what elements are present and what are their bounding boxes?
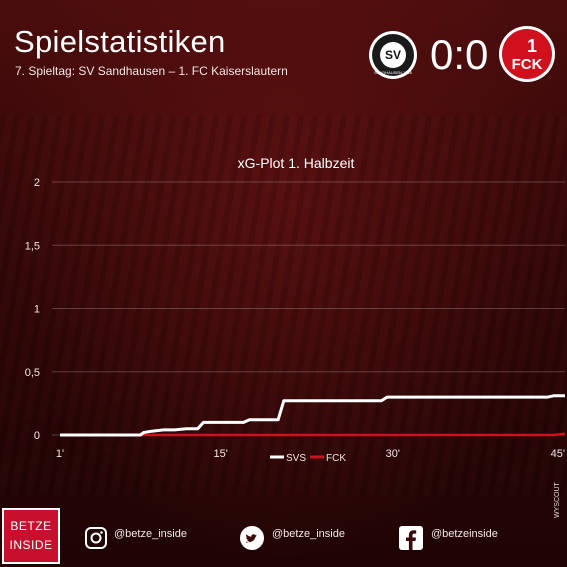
chart-legend: SVS FCK xyxy=(270,453,346,464)
fck-logo-digit: 1 xyxy=(527,36,537,56)
x-tick-labels: 1' 15' 30' 45' xyxy=(56,448,565,460)
y-tick-label: 1,5 xyxy=(25,240,40,252)
xg-chart: xG-Plot 1. Halbzeit 0 0,5 1 1,5 2 1' 15' 30' 45… xyxy=(25,155,566,464)
series-line-fck xyxy=(60,432,566,437)
page-title: Spielstatistiken xyxy=(14,24,226,59)
facebook-icon[interactable] xyxy=(399,526,423,550)
chart-series xyxy=(60,394,566,437)
twitter-icon[interactable] xyxy=(240,526,264,550)
twitter-handle[interactable]: @betze_inside xyxy=(272,528,345,540)
data-credit: WYSCOUT xyxy=(554,482,561,518)
match-subtitle: 7. Spieltag: SV Sandhausen – 1. FC Kaise… xyxy=(15,64,288,78)
y-tick-label: 1 xyxy=(34,304,40,316)
y-tick-label: 2 xyxy=(34,177,40,189)
brand-line-2: INSIDE xyxy=(9,538,53,552)
svs-logo-text: SV xyxy=(385,48,401,62)
x-tick-label: 1' xyxy=(56,448,64,460)
x-tick-label: 15' xyxy=(214,448,228,460)
series-line-svs xyxy=(60,394,565,437)
fck-logo: 1 FCK xyxy=(499,26,555,82)
instagram-handle[interactable]: @betze_inside xyxy=(114,528,187,540)
svs-logo: SV SANDHAUSEN 1916 xyxy=(369,31,417,79)
y-tick-label: 0 xyxy=(34,430,40,442)
facebook-handle[interactable]: @betzeinside xyxy=(431,528,498,540)
fck-logo-text: FCK xyxy=(512,56,543,73)
instagram-icon[interactable] xyxy=(84,526,108,550)
x-tick-label: 30' xyxy=(386,448,400,460)
stadium-backdrop xyxy=(0,115,567,495)
betze-inside-logo: BETZE INSIDE xyxy=(2,508,60,564)
brand-line-1: BETZE xyxy=(10,519,52,533)
legend-label-svs: SVS xyxy=(286,453,306,464)
svs-logo-ring-text: SANDHAUSEN 1916 xyxy=(374,70,413,75)
legend-label-fck: FCK xyxy=(326,453,346,464)
match-score: 0:0 xyxy=(430,31,489,78)
y-tick-labels: 0 0,5 1 1,5 2 xyxy=(25,177,40,442)
chart-title: xG-Plot 1. Halbzeit xyxy=(238,155,355,171)
x-tick-label: 45' xyxy=(551,448,565,460)
y-tick-label: 0,5 xyxy=(25,367,40,379)
